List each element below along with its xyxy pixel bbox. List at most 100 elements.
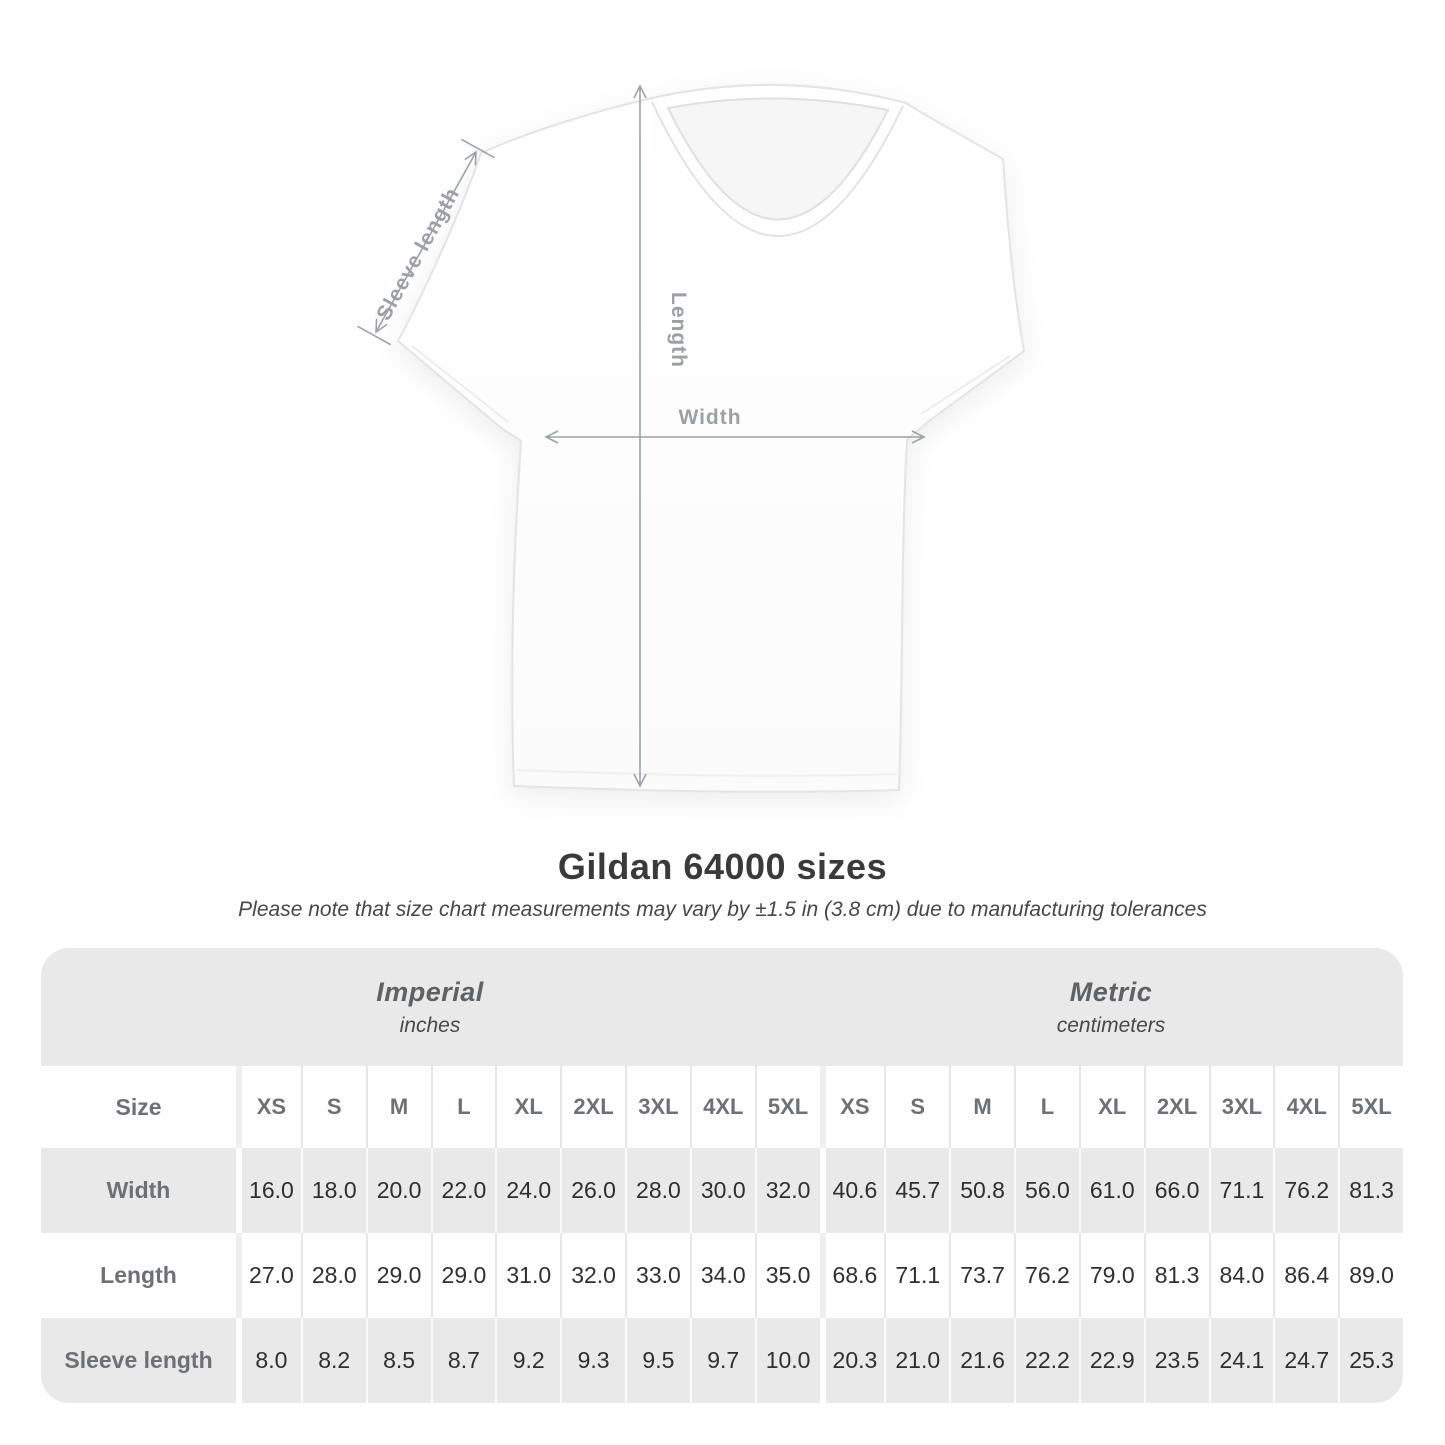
table-row: Width 16.0 18.0 20.0 22.0 24.0 26.0 28.0 30.0 32.…	[41, 1148, 1403, 1233]
value-cell: 9.5	[625, 1318, 690, 1403]
length-label: Length	[667, 292, 690, 368]
value-cell: 61.0	[1078, 1148, 1144, 1233]
value-cell: 8.0	[236, 1318, 301, 1403]
value-cell: 28.0	[625, 1148, 690, 1233]
size-column-header: Size	[115, 1093, 162, 1120]
imperial-section-unit: inches	[399, 1013, 461, 1037]
value-cell: 89.0	[1338, 1233, 1403, 1318]
value-cell: 32.0	[560, 1233, 625, 1318]
value-cell: 79.0	[1078, 1233, 1144, 1318]
width-label: Width	[678, 406, 741, 429]
tshirt-measurement-diagram: Sleeve length Length Width	[357, 83, 1026, 793]
size-header-cell: 2XL	[560, 1066, 625, 1148]
value-cell: 24.0	[495, 1148, 560, 1233]
size-header-cell: 3XL	[625, 1066, 690, 1148]
size-header-cell: M	[949, 1066, 1014, 1148]
imperial-section-header: Imperial inches	[41, 948, 819, 1066]
value-cell: 20.3	[819, 1318, 885, 1403]
value-cell: 40.6	[819, 1148, 885, 1233]
value-cell: 50.8	[949, 1148, 1014, 1233]
value-cell: 18.0	[300, 1148, 366, 1233]
size-header-cell: XS	[819, 1066, 885, 1148]
value-cell: 28.0	[300, 1233, 366, 1318]
value-cell: 20.0	[365, 1148, 431, 1233]
page-title: Gildan 64000 sizes	[557, 846, 888, 887]
size-header-cell: 4XL	[689, 1066, 755, 1148]
unit-header-band: Imperial inches Metric centimeters	[41, 948, 1403, 1066]
size-table: Imperial inches Metric centimeters Size X…	[41, 948, 1403, 1403]
size-header-cell: 5XL	[1338, 1066, 1403, 1148]
size-header-cell: 4XL	[1273, 1066, 1338, 1148]
value-cell: 9.3	[560, 1318, 625, 1403]
imperial-section-title: Imperial	[376, 976, 484, 1007]
value-cell: 21.0	[884, 1318, 949, 1403]
size-header-cell: L	[1014, 1066, 1079, 1148]
value-cell: 8.5	[365, 1318, 431, 1403]
value-cell: 9.7	[689, 1318, 755, 1403]
value-cell: 31.0	[495, 1233, 560, 1318]
value-cell: 32.0	[754, 1148, 820, 1233]
size-header-cell: 2XL	[1143, 1066, 1209, 1148]
value-cell: 24.7	[1273, 1318, 1338, 1403]
value-cell: 23.5	[1143, 1318, 1209, 1403]
tolerance-note: Please note that size chart measurements…	[238, 898, 1207, 921]
value-cell: 22.2	[1014, 1318, 1079, 1403]
value-cell: 8.2	[300, 1318, 366, 1403]
value-cell: 76.2	[1273, 1148, 1338, 1233]
value-cell: 24.1	[1208, 1318, 1274, 1403]
row-label-sleeve-length: Sleeve length	[64, 1347, 213, 1373]
metric-section-unit: centimeters	[1056, 1013, 1166, 1037]
value-cell: 86.4	[1273, 1233, 1338, 1318]
value-cell: 29.0	[365, 1233, 431, 1318]
value-cell: 33.0	[625, 1233, 690, 1318]
size-header-cell: S	[300, 1066, 366, 1148]
value-cell: 29.0	[430, 1233, 496, 1318]
value-cell: 8.7	[430, 1318, 496, 1403]
size-header-cell: L	[430, 1066, 496, 1148]
size-table-body: Size XS S M L XL 2XL 3XL 4XL 5XL XS S M L XL 2XL 3XL 4XL 5…	[41, 1066, 1403, 1403]
sleeve-length-arrow	[357, 138, 495, 346]
value-cell: 71.1	[1208, 1148, 1274, 1233]
row-label-width: Width	[106, 1177, 171, 1203]
value-cell: 81.3	[1338, 1148, 1403, 1233]
value-cell: 35.0	[754, 1233, 820, 1318]
value-cell: 21.6	[949, 1318, 1014, 1403]
width-arrow	[544, 430, 926, 444]
value-cell: 26.0	[560, 1148, 625, 1233]
value-cell: 10.0	[754, 1318, 820, 1403]
table-row: Sleeve length 8.0 8.2 8.5 8.7 9.2 9.3 9.5 9.7 10.…	[41, 1318, 1403, 1403]
value-cell: 9.2	[495, 1318, 560, 1403]
value-cell: 34.0	[689, 1233, 755, 1318]
table-row: Length 27.0 28.0 29.0 29.0 31.0 32.0 33.0 34.0 35…	[41, 1233, 1403, 1318]
title-block: Gildan 64000 sizes Please note that size…	[0, 846, 1445, 922]
value-cell: 71.1	[884, 1233, 949, 1318]
size-header-cell: 3XL	[1208, 1066, 1274, 1148]
value-cell: 73.7	[949, 1233, 1014, 1318]
value-cell: 84.0	[1208, 1233, 1274, 1318]
value-cell: 76.2	[1014, 1233, 1079, 1318]
size-header-cell: XL	[495, 1066, 560, 1148]
tshirt-svg: Sleeve length Length Width	[357, 83, 1026, 793]
value-cell: 30.0	[689, 1148, 755, 1233]
table-row: Size XS S M L XL 2XL 3XL 4XL 5XL XS S M L XL 2XL 3XL 4XL 5…	[41, 1066, 1403, 1148]
size-header-cell: XL	[1078, 1066, 1144, 1148]
value-cell: 81.3	[1143, 1233, 1209, 1318]
size-header-cell: S	[884, 1066, 949, 1148]
metric-section-header: Metric centimeters	[819, 948, 1403, 1066]
value-cell: 22.0	[430, 1148, 496, 1233]
value-cell: 27.0	[236, 1233, 301, 1318]
size-header-cell: 5XL	[754, 1066, 820, 1148]
size-header-cell: M	[365, 1066, 431, 1148]
metric-section-title: Metric	[1069, 976, 1153, 1007]
value-cell: 22.9	[1078, 1318, 1144, 1403]
value-cell: 56.0	[1014, 1148, 1079, 1233]
length-arrow	[633, 84, 647, 788]
value-cell: 68.6	[819, 1233, 885, 1318]
value-cell: 16.0	[236, 1148, 301, 1233]
size-header-cell: XS	[236, 1066, 301, 1148]
row-label-length: Length	[100, 1262, 177, 1288]
value-cell: 45.7	[884, 1148, 949, 1233]
tshirt-graphic	[396, 83, 1026, 793]
value-cell: 25.3	[1338, 1318, 1403, 1403]
